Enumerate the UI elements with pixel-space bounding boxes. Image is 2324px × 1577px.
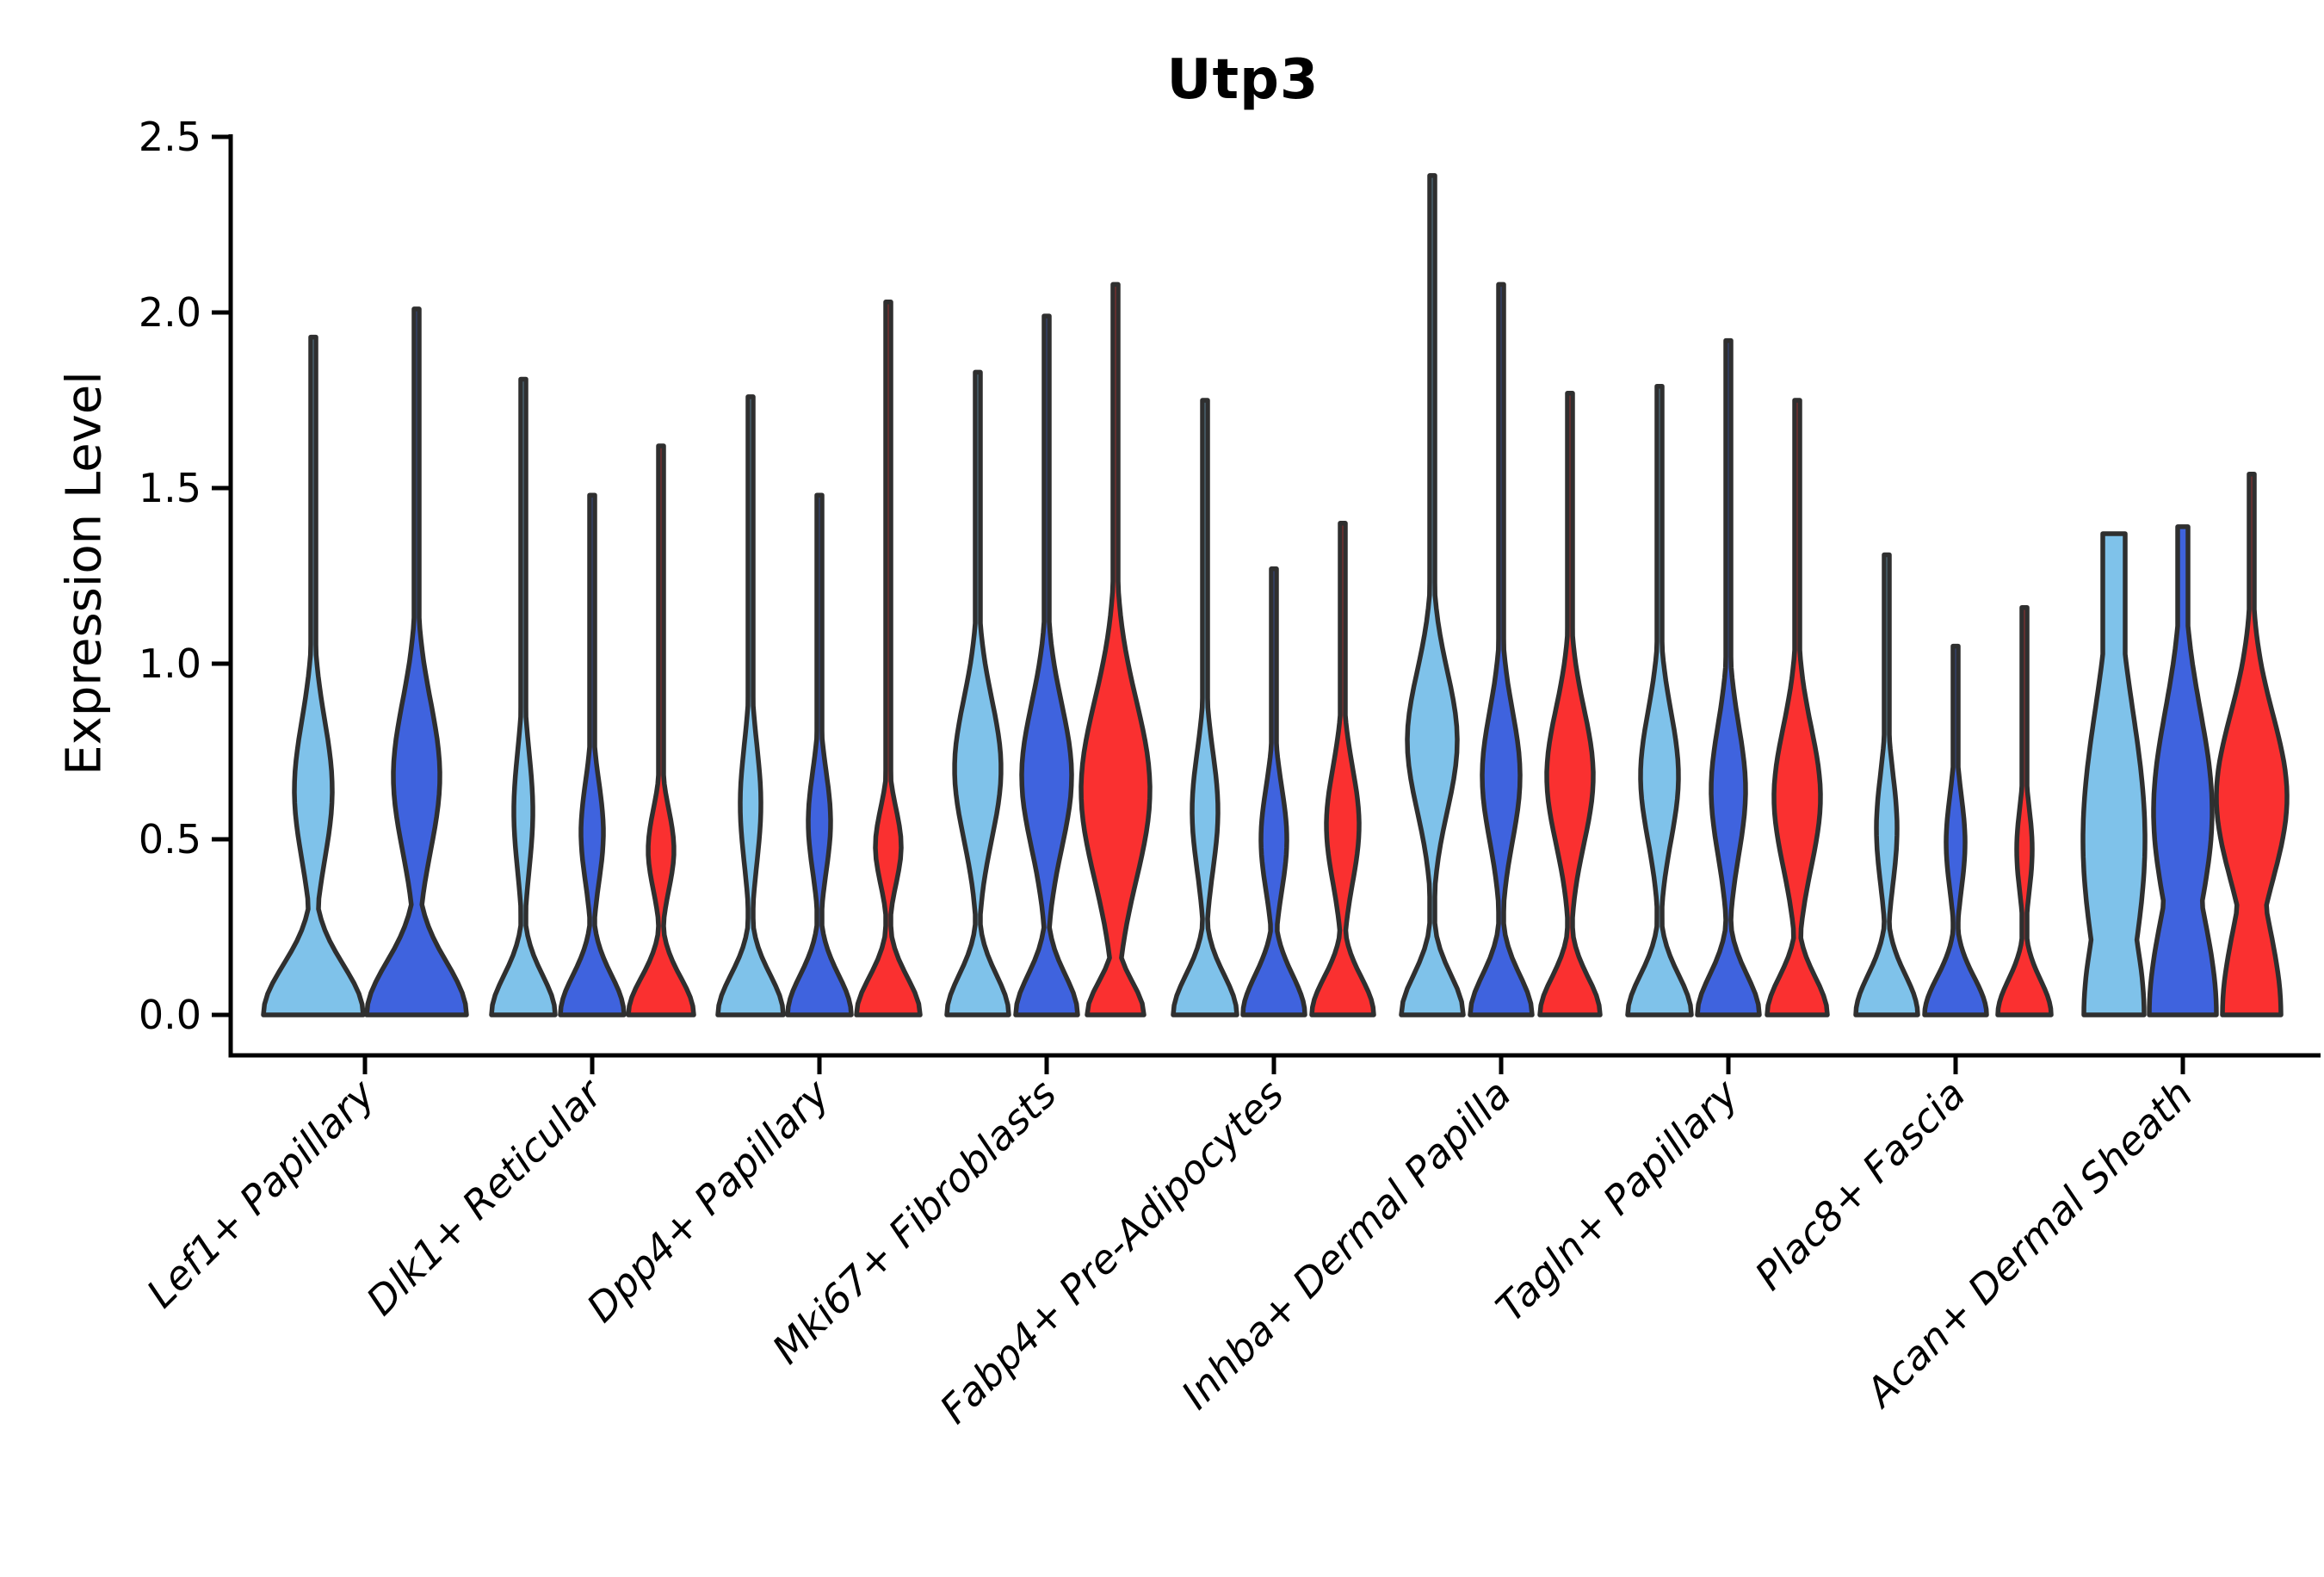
- violin-tagln-papillary-light-blue: [1625, 383, 1694, 1017]
- y-axis-label: Expression Level: [56, 371, 113, 776]
- y-tick-label-2.5: 2.5: [139, 114, 201, 160]
- y-tick-label-2.0: 2.0: [139, 289, 201, 336]
- x-tick-label-lef1-papillary: Lef1+ Papillary: [138, 1070, 384, 1316]
- violin-inhba-dermal-papilla-dark-blue: [1468, 281, 1535, 1017]
- violin-fabp4-pre-adipocytes-red: [1309, 521, 1376, 1017]
- violin-tagln-papillary-dark-blue: [1695, 337, 1762, 1017]
- violin-plac8-fascia-light-blue: [1853, 552, 1920, 1017]
- violin-lef1-papillary-light-blue: [261, 334, 366, 1017]
- x-tick-label-tagln-papillary: Tagln+ Papillary: [1486, 1070, 1747, 1331]
- y-tick-label-1.0: 1.0: [139, 640, 201, 687]
- violin-dpp4-papillary-dark-blue: [785, 492, 854, 1017]
- violin-mki67-fibroblasts-light-blue: [944, 369, 1011, 1017]
- x-tick-label-dpp4-papillary: Dpp4+ Papillary: [578, 1070, 838, 1331]
- violin-plac8-fascia-dark-blue: [1922, 643, 1989, 1017]
- violin-inhba-dermal-papilla-red: [1537, 391, 1603, 1017]
- violin-plac8-fascia-red: [1995, 604, 2054, 1017]
- violin-mki67-fibroblasts-red: [1079, 281, 1153, 1017]
- violin-acan-dermal-sheath-dark-blue: [2147, 524, 2219, 1017]
- violin-dlk1-reticular-red: [626, 443, 696, 1017]
- y-tick-label-1.5: 1.5: [139, 465, 201, 511]
- x-tick-label-plac8-fascia: Plac8+ Fascia: [1746, 1071, 1974, 1299]
- y-tick-label-0.0: 0.0: [139, 992, 201, 1038]
- violin-acan-dermal-sheath-red: [2214, 471, 2290, 1017]
- violin-mki67-fibroblasts-dark-blue: [1013, 313, 1080, 1017]
- violin-tagln-papillary-red: [1765, 398, 1830, 1017]
- violin-fabp4-pre-adipocytes-dark-blue: [1240, 566, 1307, 1017]
- y-tick-label-0.5: 0.5: [139, 816, 201, 863]
- violin-fabp4-pre-adipocytes-light-blue: [1171, 398, 1239, 1017]
- violin-dpp4-papillary-light-blue: [715, 394, 786, 1017]
- violin-dpp4-papillary-red: [854, 300, 923, 1017]
- violin-inhba-dermal-papilla-light-blue: [1399, 173, 1466, 1017]
- violin-dlk1-reticular-light-blue: [489, 376, 558, 1017]
- x-tick-label-dlk1-reticular: Dlk1+ Reticular: [357, 1068, 613, 1324]
- violin-dlk1-reticular-dark-blue: [558, 492, 627, 1017]
- violin-lef1-papillary-dark-blue: [364, 306, 469, 1017]
- chart-title: Utp3: [1166, 48, 1320, 112]
- violin-plot-figure: Utp3 Expression Level 0.0 0.5 1.0 1.5 2.0 2.5…: [34, 14, 2324, 1563]
- violin-acan-dermal-sheath-light-blue: [2080, 531, 2148, 1017]
